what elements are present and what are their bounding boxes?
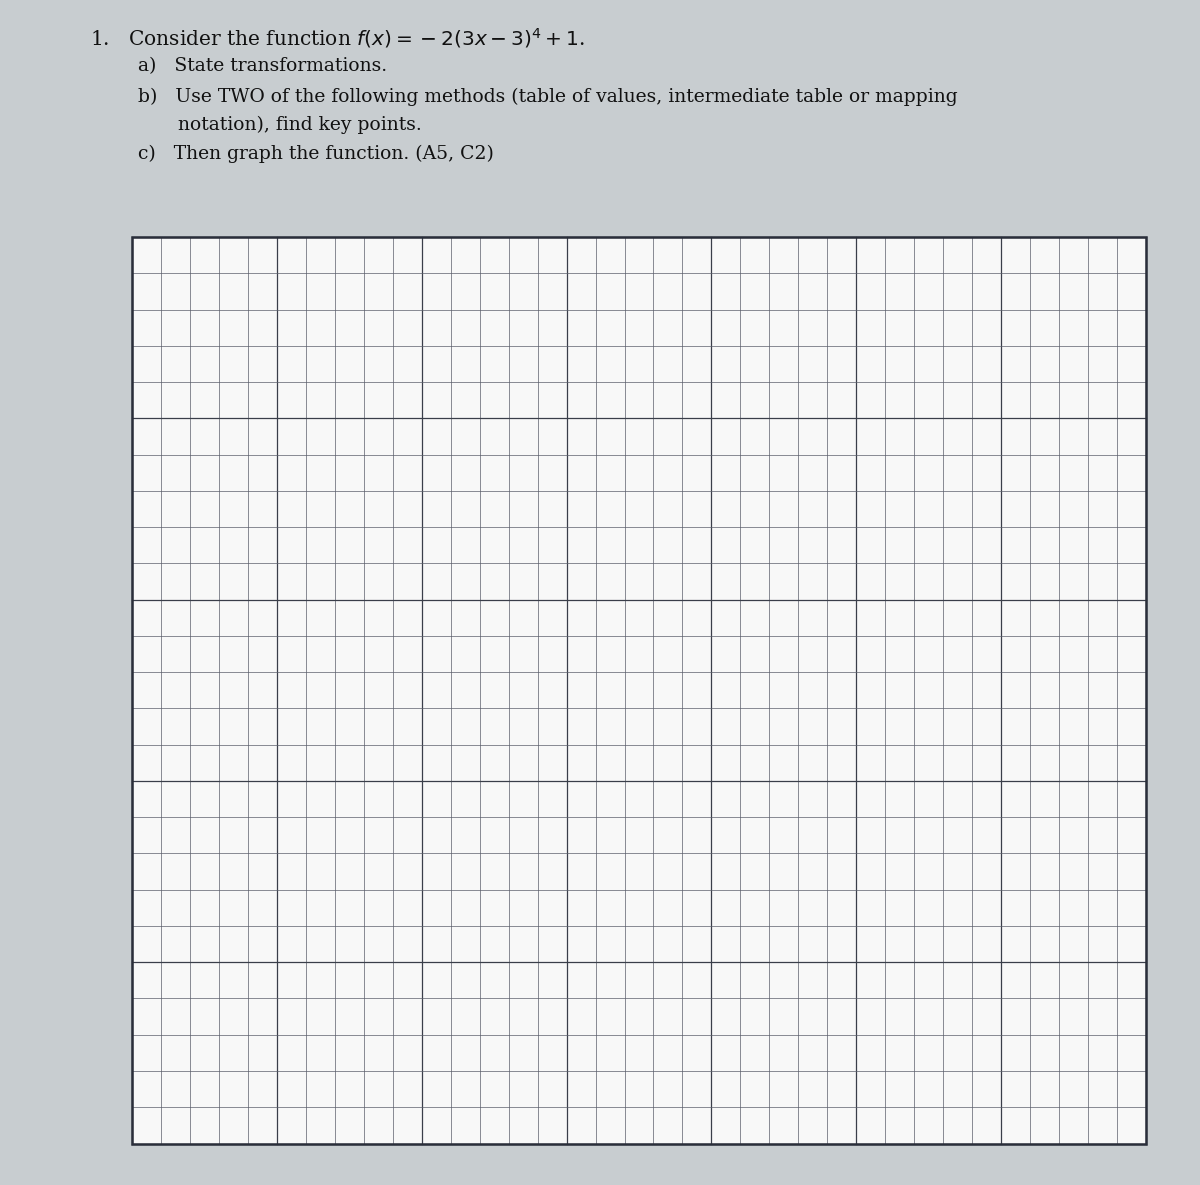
Text: a)   State transformations.: a) State transformations.	[138, 57, 388, 75]
Text: b)   Use TWO of the following methods (table of values, intermediate table or ma: b) Use TWO of the following methods (tab…	[138, 88, 958, 105]
FancyBboxPatch shape	[132, 237, 1146, 1144]
Text: c)   Then graph the function. (A5, C2): c) Then graph the function. (A5, C2)	[138, 145, 494, 162]
Bar	[132, 237, 1146, 1144]
Text: 1.   Consider the function $f(x) = -2(3x - 3)^{4} + 1$.: 1. Consider the function $f(x) = -2(3x -…	[90, 26, 584, 50]
Text: notation), find key points.: notation), find key points.	[178, 116, 421, 134]
